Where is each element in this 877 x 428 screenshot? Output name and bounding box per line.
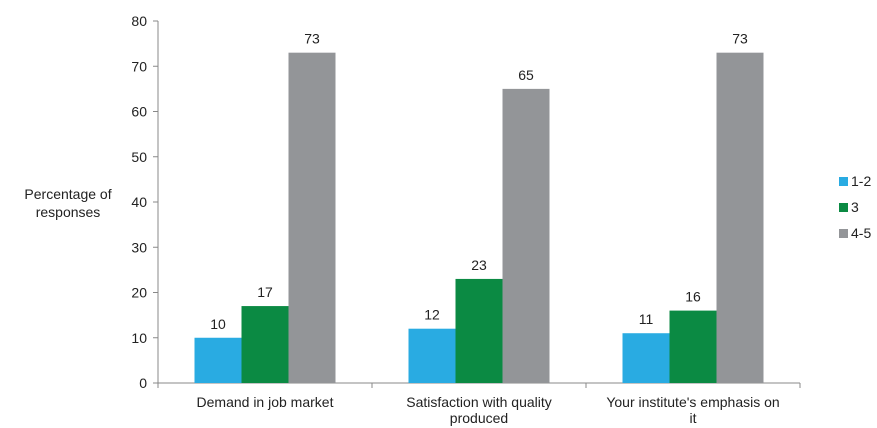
bar-3-2	[455, 278, 503, 383]
bar-4-5-1	[288, 52, 336, 384]
legend: 1-2 3 4-5	[839, 173, 871, 241]
y-tick-label: 0	[139, 375, 147, 391]
y-tick-label: 50	[131, 149, 147, 165]
x-category-label: produced	[450, 410, 508, 426]
bar-1-2-1	[194, 337, 242, 383]
x-category-label: Demand in job market	[197, 394, 334, 410]
x-category-label: Satisfaction with quality	[406, 394, 552, 410]
bar-1-2-3	[622, 333, 670, 383]
bar-3-1	[241, 306, 289, 383]
x-category-label: it	[690, 410, 697, 426]
y-axis-label-line-2: responses	[36, 204, 101, 220]
data-label: 65	[518, 67, 534, 83]
data-label: 10	[210, 316, 226, 332]
legend-label: 1-2	[851, 173, 871, 189]
data-label: 12	[424, 307, 440, 323]
bar-1-2-2	[408, 328, 456, 383]
legend-swatch-4-5	[839, 229, 848, 238]
legend-swatch-3	[839, 203, 848, 212]
legend-swatch-1-2	[839, 177, 848, 186]
bar-4-5-2	[502, 88, 550, 383]
data-label: 23	[471, 257, 487, 273]
data-labels: 10 17 73 12 23 65 11 16 73	[210, 31, 748, 332]
legend-label: 3	[851, 199, 859, 215]
data-label: 73	[732, 31, 748, 47]
y-tick-label: 80	[131, 13, 147, 29]
y-tick-label: 60	[131, 104, 147, 120]
bars	[194, 52, 764, 384]
data-label: 17	[257, 284, 273, 300]
data-label: 16	[685, 289, 701, 305]
y-tick-label: 70	[131, 58, 147, 74]
data-label: 73	[304, 31, 320, 47]
bar-3-3	[669, 310, 717, 383]
y-tick-label: 30	[131, 239, 147, 255]
legend-label: 4-5	[851, 225, 871, 241]
y-tick-label: 20	[131, 285, 147, 301]
axes: 0 10 20 30 40 50 60 70 80 Demand in job market Sat…	[131, 13, 801, 426]
y-tick-label: 40	[131, 194, 147, 210]
y-axis-label-line-1: Percentage of	[24, 186, 111, 202]
x-category-label: Your institute's emphasis on	[606, 394, 779, 410]
y-tick-label: 10	[131, 330, 147, 346]
data-label: 11	[639, 311, 654, 327]
bar-4-5-3	[716, 52, 764, 384]
